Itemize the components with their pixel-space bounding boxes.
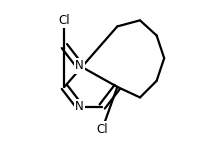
Text: Cl: Cl [96,123,108,136]
Text: N: N [75,59,84,72]
Text: N: N [75,100,84,113]
Text: Cl: Cl [59,14,70,27]
